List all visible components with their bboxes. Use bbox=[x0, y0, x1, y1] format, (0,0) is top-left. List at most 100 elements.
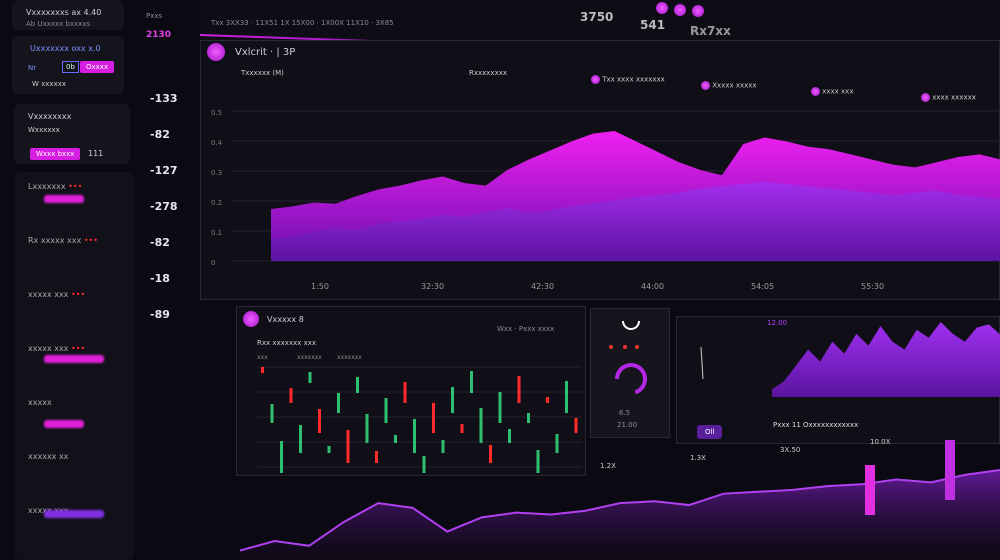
card-title: Uxxxxxxx oxx x.0 bbox=[30, 44, 101, 53]
chart-subtitle: Txxxxxx (M) bbox=[241, 69, 284, 77]
status-indicator: ••• bbox=[68, 182, 83, 191]
mini-label: 12.00 bbox=[767, 319, 788, 327]
legend-dot-icon bbox=[591, 75, 600, 84]
candle bbox=[546, 397, 549, 403]
legend-item[interactable]: xxxx xxxxxx bbox=[921, 93, 976, 102]
bottom-label: 1.3X bbox=[690, 454, 706, 462]
progress-bar bbox=[44, 195, 84, 203]
legend-dot-icon bbox=[921, 93, 930, 102]
x-tick: 1:50 bbox=[311, 282, 329, 291]
value-field[interactable]: 0b bbox=[62, 61, 79, 73]
legend-dot-icon bbox=[701, 81, 710, 90]
x-tick: 44:00 bbox=[641, 282, 664, 291]
y-tick: 0.5 bbox=[211, 109, 222, 117]
card-subtitle: Ab Uxxxxx bxxxxs bbox=[26, 20, 91, 28]
candle bbox=[261, 367, 264, 373]
candle bbox=[384, 398, 388, 423]
candle bbox=[308, 372, 312, 383]
legend-item[interactable]: Txx xxxx xxxxxxx bbox=[591, 75, 665, 84]
candle bbox=[403, 382, 407, 403]
list-item[interactable]: xxxxx bbox=[28, 398, 52, 407]
candle bbox=[574, 418, 578, 433]
candle bbox=[299, 425, 302, 453]
legend-label: xxxx xxx bbox=[822, 87, 854, 96]
status-indicator: ••• bbox=[70, 344, 86, 353]
status-dot-icon bbox=[656, 2, 668, 14]
sidebar-card-action: Vxxxxxxxx Wxxxxxx Wxxx bxxx 111 bbox=[14, 104, 130, 164]
ticker-value: -89 bbox=[150, 308, 170, 321]
progress-bar bbox=[44, 420, 84, 428]
candle bbox=[394, 435, 397, 443]
candle bbox=[508, 429, 511, 443]
progress-bar bbox=[44, 510, 104, 518]
gauge-arc bbox=[615, 363, 647, 395]
action-button[interactable]: Wxxx bxxx bbox=[30, 148, 81, 160]
list-item-label: xxxxx xxx bbox=[28, 344, 69, 353]
status-dot-icon bbox=[692, 5, 704, 17]
card-subtitle: Wxxxxxx bbox=[28, 126, 60, 134]
bottom-area-series bbox=[240, 470, 1000, 560]
legend-label: xxx bbox=[257, 354, 268, 361]
top-value: 541 bbox=[640, 18, 666, 32]
apply-button[interactable]: Oxxxx bbox=[80, 61, 115, 73]
top-value: 3750 bbox=[580, 10, 614, 24]
panel-controls[interactable]: Wxx · Pxxx xxxx bbox=[497, 325, 555, 333]
list-item[interactable]: Lxxxxxxx ••• bbox=[28, 182, 82, 191]
breadcrumb: Txx 3XX33 · 11X51 1X 15X00 · 1X00X 11X10… bbox=[211, 19, 394, 27]
legend-label: xxxxxxx bbox=[297, 354, 322, 361]
list-item-label: Lxxxxxxx bbox=[28, 182, 66, 191]
candle bbox=[375, 451, 378, 463]
progress-bar bbox=[44, 355, 104, 363]
panel-logo-icon bbox=[243, 311, 259, 327]
bottom-label: 3X.50 bbox=[780, 446, 801, 454]
list-item[interactable]: xxxxx xxx ••• bbox=[28, 290, 85, 299]
list-item[interactable]: xxxxxx xx bbox=[28, 452, 68, 461]
legend-dot-icon bbox=[811, 87, 820, 96]
candles-panel: Vxxxxx 8 Wxx · Pxxx xxxx Rxx xxxxxxx xxx… bbox=[236, 306, 586, 476]
ticker-top: 2130 bbox=[146, 30, 172, 40]
x-tick: 32:30 bbox=[421, 282, 444, 291]
highlight-bar bbox=[945, 440, 955, 500]
y-tick: 0 bbox=[211, 259, 215, 267]
gauge-value: 6.5 bbox=[619, 409, 631, 417]
candle bbox=[470, 371, 473, 393]
legend-item[interactable]: xxxx xxx bbox=[811, 87, 853, 96]
gauge-value: 21.00 bbox=[617, 421, 638, 429]
count: 111 bbox=[88, 149, 104, 158]
mini-marker bbox=[700, 346, 704, 380]
mini-button[interactable]: Oll bbox=[697, 425, 723, 439]
candle bbox=[318, 409, 321, 433]
sidebar-card-update: Uxxxxxxx oxx x.0 Nr 0b Oxxxx W xxxxxx bbox=[12, 36, 124, 94]
candle bbox=[356, 377, 359, 393]
ticker-value: -82 bbox=[150, 128, 170, 141]
gauge bbox=[609, 320, 647, 395]
list-item-label: xxxxx xxx bbox=[28, 290, 69, 299]
legend-label: xxxxxxx bbox=[337, 354, 362, 361]
candle bbox=[489, 445, 492, 463]
main-area-chart: 0.5 0.4 0.3 0.2 0.1 0 1:50 32:30 42:30 44:00 54:05… bbox=[211, 109, 1000, 291]
y-tick: 0.3 bbox=[211, 169, 222, 177]
list-item[interactable]: Rx xxxxx xxx ••• bbox=[28, 236, 98, 245]
candle bbox=[413, 419, 416, 453]
gauge-top-arc bbox=[622, 320, 640, 330]
candle bbox=[555, 434, 559, 453]
list-item-label: Rx xxxxx xxx bbox=[28, 236, 82, 245]
gauge-panel: 6.5 21.00 bbox=[590, 308, 670, 438]
candle bbox=[536, 450, 540, 473]
candle bbox=[337, 393, 340, 413]
field-label: Nr bbox=[28, 64, 37, 72]
candle bbox=[460, 424, 464, 433]
candle bbox=[441, 440, 445, 453]
indicator bbox=[623, 345, 627, 349]
legend-label: Txx xxxx xxxxxxx bbox=[602, 75, 665, 84]
candle bbox=[422, 456, 426, 473]
ticker-value: -127 bbox=[150, 164, 178, 177]
status-indicator: ••• bbox=[83, 236, 98, 245]
x-tick: 54:05 bbox=[751, 282, 774, 291]
legend-item[interactable]: Xxxxx xxxxx bbox=[701, 81, 757, 90]
ticker-value: -278 bbox=[150, 200, 178, 213]
list-item[interactable]: xxxxx xxx ••• bbox=[28, 344, 85, 353]
mini-area-chart bbox=[700, 322, 1000, 397]
bottom-label: 10.0X bbox=[870, 438, 891, 446]
candle bbox=[479, 408, 483, 443]
